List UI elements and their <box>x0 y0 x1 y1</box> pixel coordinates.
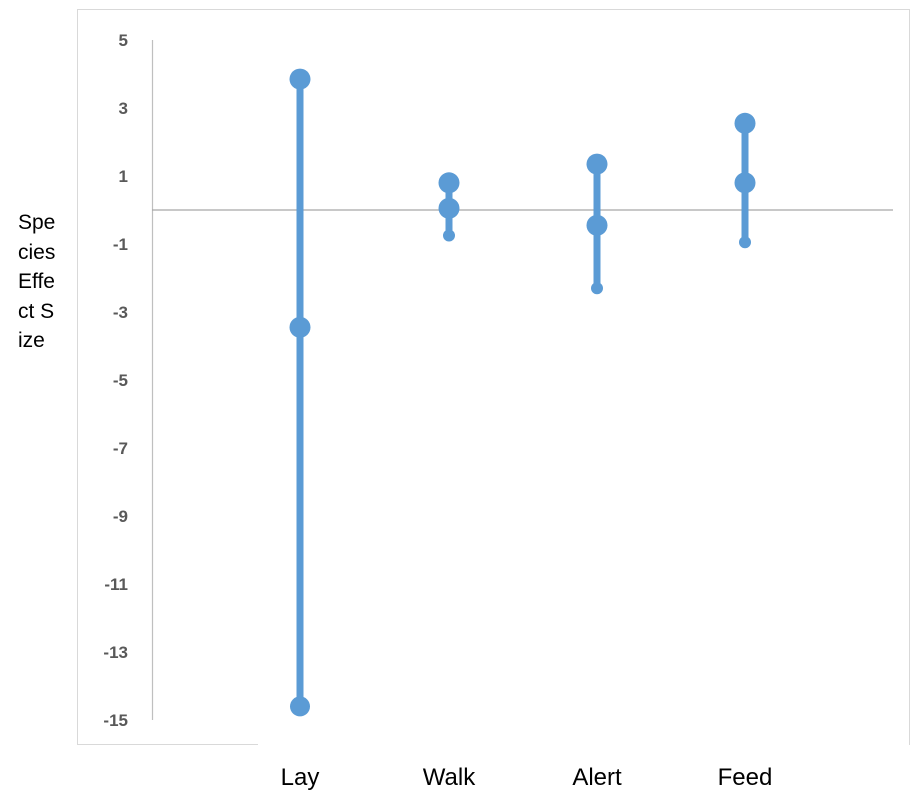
y-tick-label: 1 <box>119 167 128 186</box>
low-point <box>443 229 455 242</box>
high-point <box>586 153 608 175</box>
mid-point <box>586 214 608 236</box>
high-point <box>734 112 756 134</box>
low-point <box>739 236 751 249</box>
x-tick-label: Feed <box>718 764 773 791</box>
range-marks <box>289 68 756 717</box>
low-point <box>591 282 603 295</box>
y-tick-label: -11 <box>104 575 128 594</box>
y-tick-label: 5 <box>119 31 128 50</box>
y-axis-label: Species Effect Size <box>18 211 56 352</box>
x-tick-label: Walk <box>423 764 476 791</box>
y-tick-label: -15 <box>103 711 128 730</box>
y-tick-label: -7 <box>113 439 128 458</box>
y-tick-label: 3 <box>119 99 128 118</box>
chart-border <box>77 9 910 745</box>
high-point <box>438 172 460 194</box>
y-tick-labels: 5 3 1 -1 -3 -5 -7 -9 -11 -13 -15 <box>103 31 128 730</box>
mid-point <box>734 172 756 194</box>
mid-point <box>289 316 311 338</box>
y-tick-label: -9 <box>113 507 128 526</box>
y-tick-label: -1 <box>113 235 128 254</box>
x-tick-label: Alert <box>572 764 622 791</box>
high-point <box>289 68 311 90</box>
mid-point <box>438 197 460 219</box>
x-tick-labels: Lay Walk Alert Feed <box>281 764 773 791</box>
axes <box>151 40 893 720</box>
y-tick-label: -3 <box>113 303 128 322</box>
low-point <box>290 696 310 717</box>
y-tick-label: -13 <box>103 643 128 662</box>
x-tick-label: Lay <box>281 764 320 791</box>
y-tick-label: -5 <box>113 371 128 390</box>
